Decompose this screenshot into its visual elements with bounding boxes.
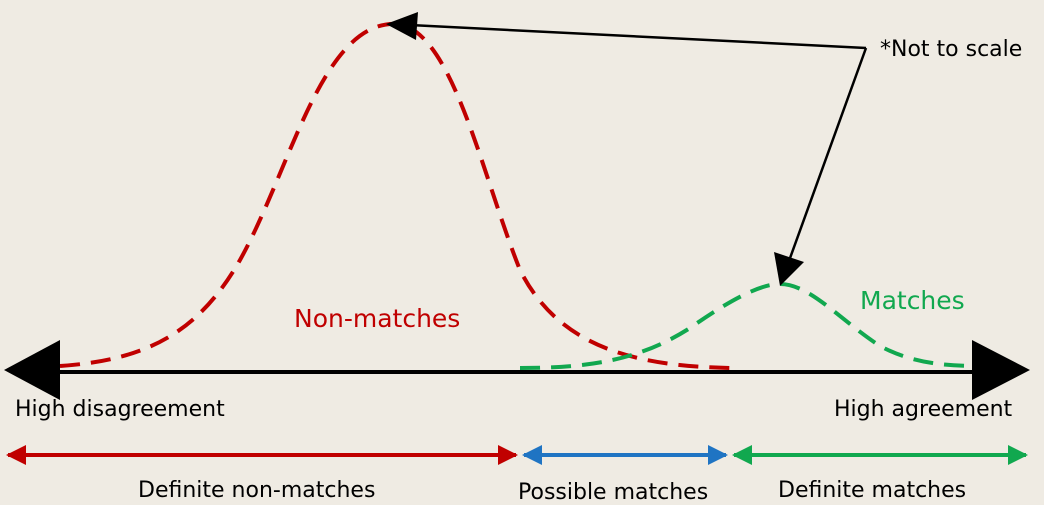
axis-right-label: High agreement (834, 397, 1013, 422)
non-matches-label: Non-matches (294, 304, 461, 333)
note-pointer-arrows (386, 12, 868, 286)
range-label-definite-matches: Definite matches (778, 478, 967, 503)
matches-label: Matches (860, 286, 965, 315)
axis-left-label: High disagreement (15, 397, 225, 422)
peak-arrowhead-non-matches (386, 12, 418, 40)
axis-left-arrowhead (4, 340, 60, 400)
axis-right-arrowhead (972, 340, 1030, 400)
agreement-axis (4, 340, 1030, 400)
not-to-scale-note: *Not to scale (880, 37, 1023, 62)
peak-arrowhead-matches (774, 252, 804, 286)
matches-curve (519, 281, 981, 370)
range-label-definite-non-matches: Definite non-matches (138, 478, 376, 503)
range-label-possible-matches: Possible matches (518, 480, 709, 505)
